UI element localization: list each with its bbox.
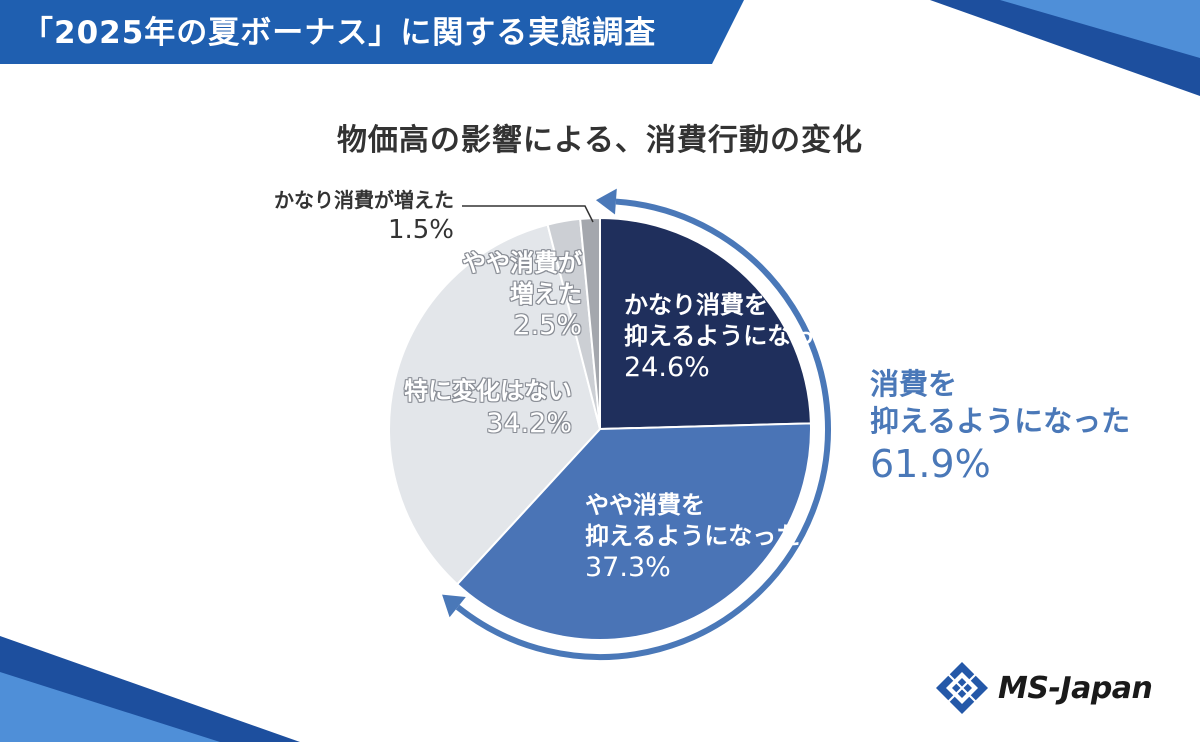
grouped-total-line-2: 抑えるようになった: [870, 404, 1131, 439]
pie-slice-5: [579, 216, 601, 430]
grouped-total-label: 消費を 抑えるようになった 61.9%: [870, 366, 1130, 489]
corner-stripe-top-right-light: [1000, 0, 1200, 58]
slice-label-4-line-1: やや消費が: [462, 249, 582, 277]
pie-slice-3: [388, 223, 602, 586]
chart-title: 物価高の影響による、消費行動の変化: [336, 123, 864, 158]
header-banner-bg: [0, 0, 744, 64]
slice-label-3-line-1: 特に変化はない: [404, 377, 572, 405]
slice-label-2: やや消費を 抑えるようになった 37.3%: [585, 490, 800, 586]
slice-label-1-pct: 24.6%: [624, 352, 710, 384]
slice-label-5-line-1: かなり消費が増えた: [274, 188, 454, 212]
grouped-total-line-1: 消費を: [870, 367, 958, 401]
pie-slice-1: [599, 216, 812, 431]
slice-label-1-line-2: 抑えるようになった: [624, 321, 840, 350]
slice-label-2-pct: 37.3%: [585, 552, 671, 584]
slice-label-4-pct: 2.5%: [513, 310, 582, 342]
bracket-arrow-bottom: [442, 594, 466, 618]
corner-stripe-bottom-left-light: [0, 672, 220, 742]
grouped-bracket-arc: [455, 198, 831, 660]
slice-label-1: かなり消費を 抑えるようになった 24.6%: [624, 290, 839, 386]
bracket-arrow-top: [595, 188, 617, 215]
slice-label-4: やや消費が 増えた 2.5%: [430, 248, 582, 344]
grouped-total-pct: 61.9%: [870, 442, 991, 487]
logo-text: MS-Japan: [998, 670, 1153, 706]
slice-label-2-line-2: 抑えるようになった: [585, 521, 801, 550]
brand-logo: MS-Japan: [934, 660, 1153, 716]
slice-label-1-line-1: かなり消費を: [624, 291, 768, 319]
slice-label-3-pct: 34.2%: [486, 407, 572, 439]
slice-label-4-line-2: 増えた: [510, 279, 582, 308]
leader-line-slice-5: [462, 205, 594, 223]
slice-label-3: 特に変化はない 34.2%: [388, 376, 572, 441]
pie-slice-2: [455, 422, 812, 641]
banner-title: 「2025年の夏ボーナス」に関する実態調査: [22, 15, 657, 51]
slice-label-5-pct: 1.5%: [387, 214, 454, 245]
ms-japan-logo-icon: [936, 662, 988, 714]
slice-label-5: かなり消費が増えた 1.5%: [208, 188, 454, 247]
slice-label-2-line-1: やや消費を: [585, 491, 705, 519]
